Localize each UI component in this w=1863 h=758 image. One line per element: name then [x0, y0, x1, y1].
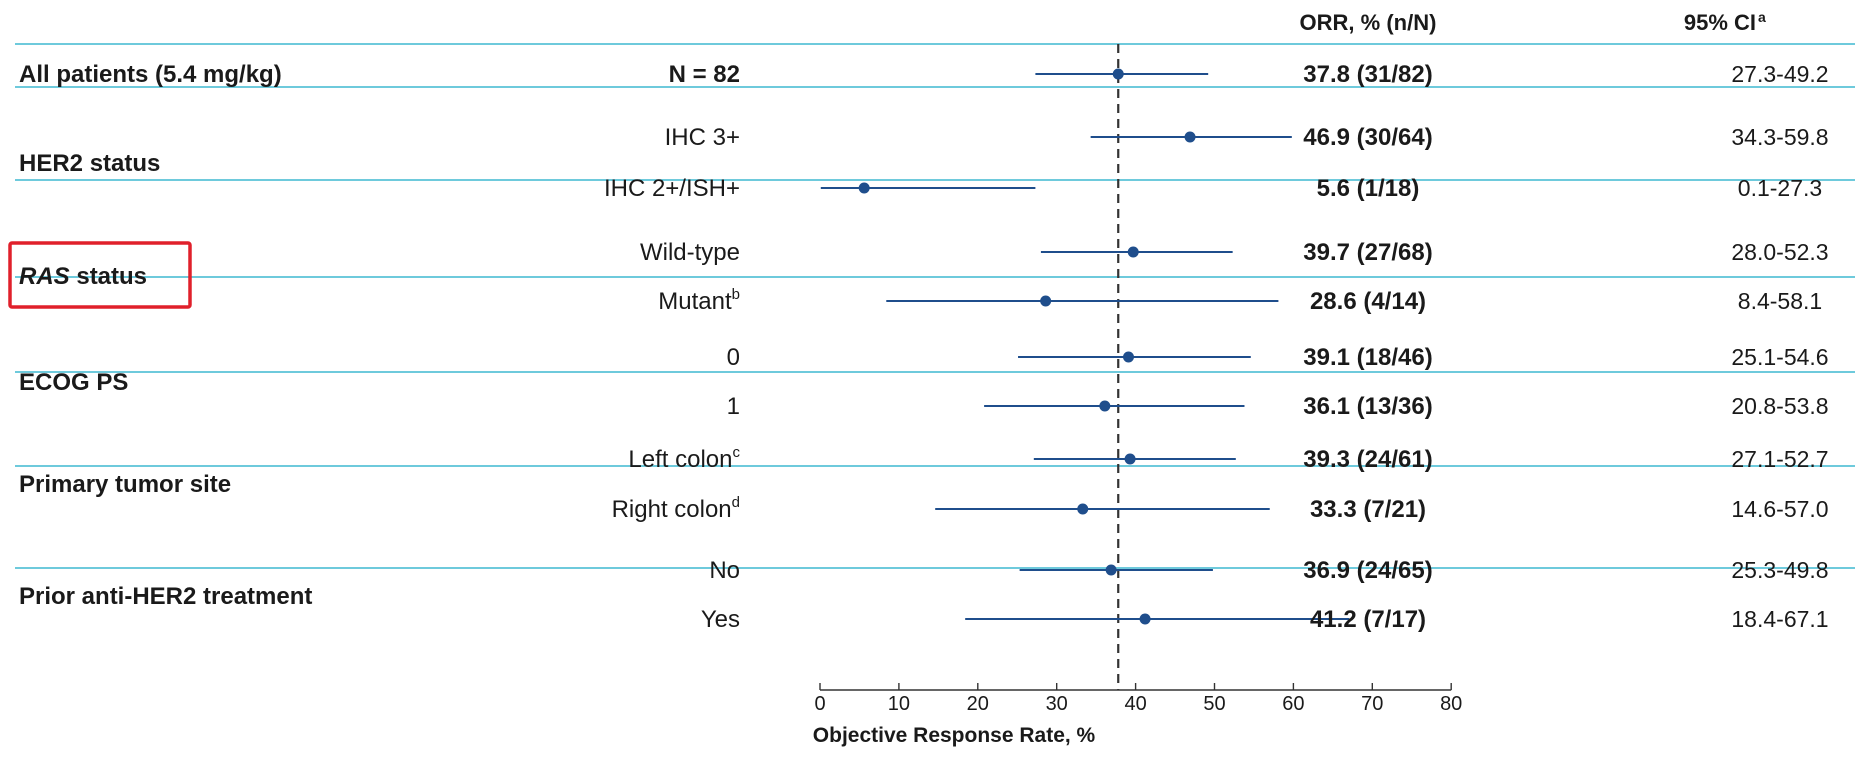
subgroup-label-text: Right colon [612, 496, 732, 523]
point-estimate-marker [1124, 453, 1136, 465]
orr-value: 36.9 (24/65) [1303, 557, 1432, 584]
orr-value: 37.8 (31/82) [1303, 61, 1432, 88]
ci-value: 25.1-54.6 [1731, 344, 1828, 370]
subgroup-label: Yes [701, 606, 740, 633]
orr-value: 33.3 (7/21) [1310, 496, 1426, 523]
subgroup-label: Wild-type [640, 239, 740, 266]
ci-value: 27.1-52.7 [1731, 446, 1828, 472]
group-label: HER2 status [19, 150, 160, 177]
ci-value: 8.4-58.1 [1738, 288, 1822, 314]
orr-column-header: ORR, % (n/N) [1300, 10, 1437, 35]
subgroup-label-text: Wild-type [640, 239, 740, 266]
subgroup-label: N = 82 [669, 61, 740, 88]
x-axis-label: Objective Response Rate, % [813, 724, 1096, 747]
orr-value: 28.6 (4/14) [1310, 288, 1426, 315]
subgroup-label-text: 1 [727, 393, 740, 420]
point-estimate-marker [1122, 351, 1134, 363]
x-axis: 0 10 20 30 40 50 60 70 80 [814, 683, 1462, 715]
subgroup-label: Left colonc [628, 444, 740, 473]
subgroup-label-text: N = 82 [669, 61, 740, 88]
ci-column-header-superscript: a [1758, 9, 1766, 25]
group-label-text: Prior anti-HER2 treatment [19, 583, 312, 610]
orr-value: 36.1 (13/36) [1303, 393, 1432, 420]
ci-value: 25.3-49.8 [1731, 557, 1828, 583]
x-tick-label: 70 [1361, 693, 1383, 715]
x-tick-label: 30 [1046, 693, 1068, 715]
group-label: All patients (5.4 mg/kg) [19, 61, 282, 88]
x-tick-label: 40 [1124, 693, 1146, 715]
point-estimate-marker [1127, 246, 1139, 258]
subgroup-label: Right colond [612, 494, 740, 523]
group-label-text: ECOG PS [19, 369, 128, 396]
point-estimate-marker [1040, 295, 1052, 307]
orr-value: 39.7 (27/68) [1303, 239, 1432, 266]
group-label-text: All patients (5.4 mg/kg) [19, 61, 282, 88]
orr-value: 41.2 (7/17) [1310, 606, 1426, 633]
subgroup-label: Mutantb [658, 286, 740, 315]
subgroup-label-superscript: b [732, 286, 740, 303]
orr-value: 39.3 (24/61) [1303, 446, 1432, 473]
subgroup-label: IHC 3+ [665, 124, 740, 151]
point-estimate-marker [858, 182, 870, 194]
ci-value: 34.3-59.8 [1731, 124, 1828, 150]
group-label-text: HER2 status [19, 150, 160, 177]
ci-value: 0.1-27.3 [1738, 175, 1822, 201]
ci-value: 28.0-52.3 [1731, 239, 1828, 265]
highlight-box [8, 241, 192, 309]
group-label: RAS status [19, 263, 147, 290]
ci-value: 14.6-57.0 [1731, 496, 1828, 522]
subgroup-label-text: Yes [701, 606, 740, 633]
group-label-text: Primary tumor site [19, 471, 231, 498]
subgroup-label-superscript: d [732, 494, 740, 511]
point-estimate-marker [1184, 131, 1196, 143]
ci-value: 18.4-67.1 [1731, 606, 1828, 632]
group-label: Primary tumor site [19, 471, 231, 498]
group-label: ECOG PS [19, 369, 128, 396]
point-estimate-marker [1139, 613, 1151, 625]
point-estimate-marker [1099, 400, 1111, 412]
subgroup-label-text: No [709, 557, 740, 584]
forest-rows: All patients (5.4 mg/kg) N = 82 37.8 (31/8… [8, 61, 1829, 633]
ci-value: 20.8-53.8 [1731, 393, 1828, 419]
x-tick-label: 10 [888, 693, 910, 715]
x-tick-label: 60 [1282, 693, 1304, 715]
group-label: Prior anti-HER2 treatment [19, 583, 312, 610]
x-tick-label: 50 [1203, 693, 1225, 715]
ci-value: 27.3-49.2 [1731, 61, 1828, 87]
subgroup-label-text: Left colon [628, 446, 732, 473]
point-estimate-marker [1077, 503, 1089, 515]
subgroup-label-superscript: c [733, 444, 741, 461]
x-tick-label: 0 [814, 693, 825, 715]
grid-layer [15, 43, 1855, 690]
orr-value: 39.1 (18/46) [1303, 344, 1432, 371]
group-label-italic: RAS [19, 263, 70, 290]
subgroup-label: 1 [727, 393, 740, 420]
point-estimate-marker [1105, 564, 1117, 576]
subgroup-label: 0 [727, 344, 740, 371]
column-headers: ORR, % (n/N) 95% CI a [1300, 9, 1766, 35]
subgroup-label-text: 0 [727, 344, 740, 371]
group-label-text: status [70, 263, 147, 290]
point-estimate-marker [1112, 68, 1124, 80]
subgroup-label: IHC 2+/ISH+ [604, 175, 740, 202]
subgroup-label-text: IHC 2+/ISH+ [604, 175, 740, 202]
x-tick-label: 80 [1440, 693, 1462, 715]
orr-value: 5.6 (1/18) [1317, 175, 1420, 202]
x-tick-label: 20 [967, 693, 989, 715]
subgroup-label-text: Mutant [658, 288, 732, 315]
subgroup-label-text: IHC 3+ [665, 124, 740, 151]
ci-column-header: 95% CI [1684, 10, 1756, 35]
orr-value: 46.9 (30/64) [1303, 124, 1432, 151]
subgroup-label: No [709, 557, 740, 584]
